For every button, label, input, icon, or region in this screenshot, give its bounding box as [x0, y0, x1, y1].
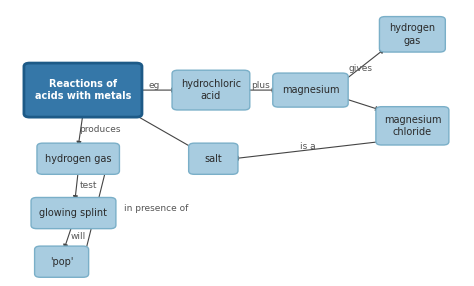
- FancyBboxPatch shape: [35, 246, 89, 277]
- Text: in presence of: in presence of: [124, 204, 189, 213]
- Text: magnesium: magnesium: [282, 85, 339, 95]
- Text: plus: plus: [251, 81, 270, 90]
- Text: 'pop': 'pop': [50, 257, 73, 267]
- FancyBboxPatch shape: [31, 197, 116, 229]
- Text: will: will: [71, 232, 86, 241]
- Text: glowing splint: glowing splint: [39, 208, 108, 218]
- FancyBboxPatch shape: [376, 107, 449, 145]
- Text: Reactions of
acids with metals: Reactions of acids with metals: [35, 79, 131, 101]
- FancyBboxPatch shape: [24, 63, 142, 117]
- FancyBboxPatch shape: [172, 70, 250, 110]
- Text: gives: gives: [348, 64, 372, 73]
- FancyBboxPatch shape: [189, 143, 238, 174]
- FancyBboxPatch shape: [379, 17, 445, 52]
- Text: magnesium
chloride: magnesium chloride: [383, 115, 441, 137]
- Text: is a: is a: [301, 142, 316, 151]
- Text: hydrochloric
acid: hydrochloric acid: [181, 79, 241, 101]
- Text: eg: eg: [149, 81, 160, 90]
- Text: hydrogen gas: hydrogen gas: [45, 154, 111, 164]
- Text: test: test: [80, 181, 97, 190]
- Text: hydrogen
gas: hydrogen gas: [389, 23, 436, 45]
- FancyBboxPatch shape: [37, 143, 119, 174]
- Text: produces: produces: [79, 125, 120, 134]
- Text: salt: salt: [204, 154, 222, 164]
- FancyBboxPatch shape: [273, 73, 348, 107]
